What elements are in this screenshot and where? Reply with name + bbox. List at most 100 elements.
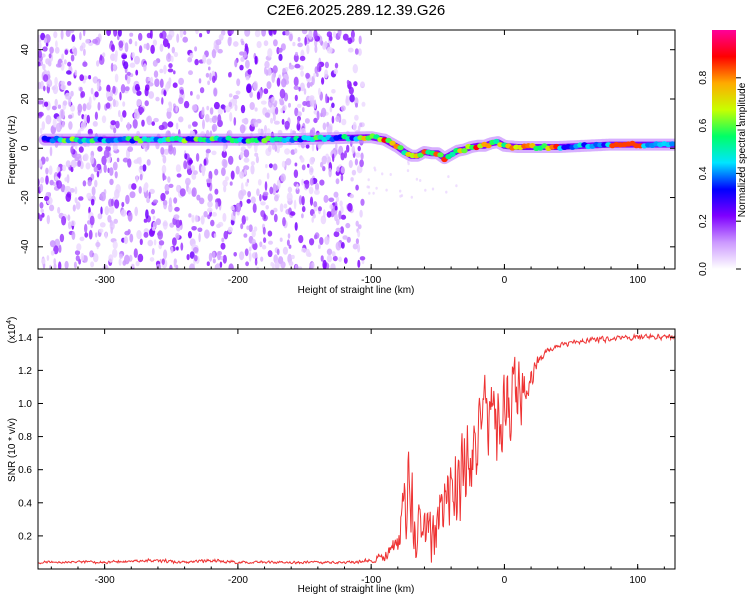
spectrogram-noise-blob bbox=[248, 224, 253, 232]
spectrogram-noise-blob bbox=[209, 107, 214, 115]
spectrogram-noise-blob bbox=[340, 226, 344, 234]
spectrogram-noise-blob bbox=[293, 76, 299, 87]
spectrogram-noise-blob bbox=[368, 191, 371, 195]
spectrogram-noise-blob bbox=[313, 234, 318, 240]
spectrogram-noise-blob bbox=[70, 159, 77, 169]
spectrogram-noise-blob bbox=[109, 178, 114, 186]
spectrogram-noise-blob bbox=[305, 248, 311, 257]
spectrogram-noise-blob bbox=[101, 155, 107, 166]
spectrogram-noise-blob bbox=[119, 253, 123, 259]
spectrogram-noise-blob bbox=[63, 59, 67, 65]
spectrogram-noise-blob bbox=[64, 49, 69, 55]
spectrogram-noise-blob bbox=[415, 177, 419, 181]
spectrogram-noise-blob bbox=[235, 90, 241, 95]
spectrogram-noise-blob bbox=[169, 264, 173, 269]
spectrogram-noise-blob bbox=[189, 263, 195, 269]
spectrogram-noise-blob bbox=[288, 64, 295, 70]
spectrogram-noise-blob bbox=[431, 187, 435, 191]
spectrogram-noise-blob bbox=[144, 100, 149, 107]
spectrogram-noise-blob bbox=[323, 209, 326, 218]
spectrogram-noise-blob bbox=[163, 64, 167, 75]
spectrogram-noise-blob bbox=[79, 86, 83, 92]
spectrogram-noise-blob bbox=[198, 232, 201, 243]
spectrogram-noise-blob bbox=[320, 107, 327, 118]
spectrogram-noise-blob bbox=[43, 37, 48, 44]
spectrogram-noise-blob bbox=[114, 199, 120, 209]
spectrogram-noise-blob bbox=[53, 245, 59, 255]
spectrogram-noise-blob bbox=[67, 61, 72, 67]
spectrogram-noise-blob bbox=[195, 153, 200, 162]
spectrogram-noise-blob bbox=[326, 211, 332, 218]
spectrogram-noise-blob bbox=[266, 81, 272, 90]
snr-y-multiplier: (x104) bbox=[6, 317, 18, 344]
spectrogram-noise-blob bbox=[151, 121, 155, 126]
spectrogram-noise-blob bbox=[197, 227, 203, 233]
spectrogram-noise-blob bbox=[104, 205, 110, 216]
spectrogram-noise-blob bbox=[228, 71, 232, 78]
spectrogram-noise-blob bbox=[112, 85, 116, 94]
spectrogram-noise-blob bbox=[257, 179, 262, 186]
spectrogram-noise-blob bbox=[138, 156, 142, 166]
spectrogram-noise-blob bbox=[264, 60, 270, 69]
spectrogram-noise-blob bbox=[322, 259, 327, 269]
spectrogram-noise-blob bbox=[303, 88, 307, 95]
spectrogram-noise-blob bbox=[102, 264, 109, 269]
spectrogram-noise-blob bbox=[288, 244, 292, 249]
spectrogram-noise-blob bbox=[296, 183, 299, 190]
spectrogram-noise-blob bbox=[56, 116, 62, 122]
spectrogram-noise-blob bbox=[399, 194, 402, 198]
spectrogram-noise-blob bbox=[183, 160, 188, 170]
spectrogram-noise-blob bbox=[241, 215, 246, 225]
spectrogram-noise-blob bbox=[259, 241, 263, 248]
spectrogram-noise-blob bbox=[239, 51, 245, 56]
spectrogram-noise-blob bbox=[46, 255, 50, 261]
spectrogram-noise-blob bbox=[260, 256, 264, 262]
spectrogram-noise-blob bbox=[367, 185, 371, 189]
spectrogram-noise-blob bbox=[241, 118, 247, 124]
spectrogram-noise-blob bbox=[243, 149, 250, 158]
spectrogram-noise-blob bbox=[301, 195, 305, 206]
spectrogram-noise-blob bbox=[301, 30, 308, 35]
spectrogram-noise-blob bbox=[46, 214, 50, 225]
spectrogram-noise-blob bbox=[333, 231, 340, 238]
spectrogram-noise-blob bbox=[129, 32, 134, 37]
spectrogram-noise-blob bbox=[343, 257, 348, 264]
spectrogram-noise-blob bbox=[207, 201, 213, 208]
spectrogram-noise-blob bbox=[335, 115, 341, 122]
spectrogram-noise-blob bbox=[150, 30, 153, 39]
spectrogram-noise-blob bbox=[153, 117, 159, 123]
spectrogram-noise-blob bbox=[239, 251, 245, 261]
spectrogram-noise-blob bbox=[40, 208, 44, 213]
spectrogram-noise-blob bbox=[160, 192, 166, 202]
spectrogram-noise-blob bbox=[319, 179, 325, 186]
spectrogram-noise-blob bbox=[113, 218, 118, 224]
spectrogram-noise-blob bbox=[251, 239, 256, 245]
spectrogram-noise-blob bbox=[146, 115, 152, 126]
spectrogram-noise-blob bbox=[267, 250, 273, 258]
spectrogram-noise-blob bbox=[250, 196, 256, 204]
spectrogram-noise-blob bbox=[294, 222, 298, 231]
spectrogram-noise-blob bbox=[348, 159, 353, 169]
spectrogram-noise-blob bbox=[385, 188, 388, 192]
spectrogram-noise-blob bbox=[247, 68, 252, 75]
spectrogram-noise-blob bbox=[351, 169, 357, 176]
spectrogram-noise-blob bbox=[111, 44, 115, 52]
spectrogram-noise-blob bbox=[322, 166, 326, 172]
spectrogram-noise-blob bbox=[341, 242, 345, 249]
spectrogram-noise-blob bbox=[309, 238, 315, 246]
spectrogram-noise-blob bbox=[251, 252, 258, 259]
spectrogram-noise-blob bbox=[61, 215, 67, 226]
spectrogram-noise-blob bbox=[79, 45, 84, 52]
spectrogram-noise-blob bbox=[71, 34, 76, 43]
spectrogram-noise-blob bbox=[45, 156, 49, 162]
spectrogram-noise-blob bbox=[328, 167, 332, 178]
spectrogram-noise-blob bbox=[150, 76, 154, 84]
spectrogram-noise-blob bbox=[217, 114, 222, 125]
spectrogram-noise-blob bbox=[162, 38, 169, 48]
spectrogram-y-tick-label: 0 bbox=[20, 145, 31, 151]
spectrogram-noise-blob bbox=[110, 226, 113, 234]
spectrogram-noise-blob bbox=[260, 201, 266, 206]
spectrogram-noise-blob bbox=[145, 209, 149, 220]
spectrogram-noise-blob bbox=[127, 229, 131, 235]
spectrogram-ridge-blob bbox=[485, 143, 492, 149]
